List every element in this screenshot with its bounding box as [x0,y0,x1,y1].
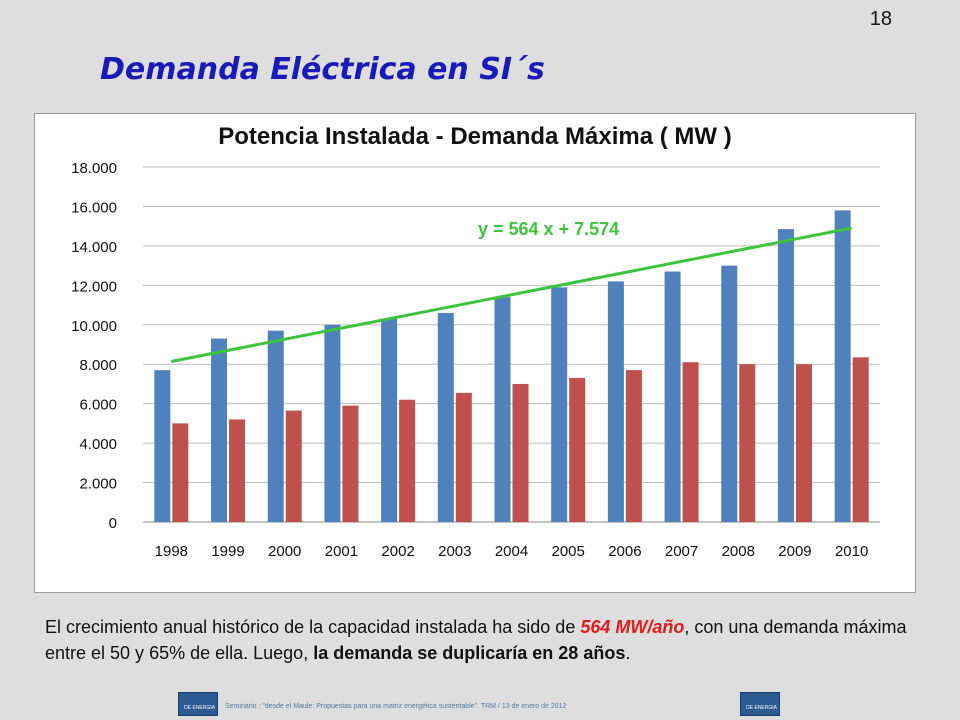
trendline-label: y = 564 x + 7.574 [478,219,619,239]
bar-series-1 [777,229,794,522]
x-tick-label: 2005 [552,543,585,560]
x-tick-label: 2008 [722,543,755,560]
footer-logo-left: DE ENERGIA [178,692,218,716]
y-tick-label: 18.000 [71,160,117,177]
x-tick-label: 2007 [665,543,698,560]
body-text-part2: , con una demanda máxima entre el 50 y 6… [45,617,907,664]
bar-series-1 [834,210,851,522]
footer-logo-left-text: DE ENERGIA [184,705,215,711]
y-tick-label: 6.000 [79,397,117,414]
bar-series-2 [285,410,302,522]
chart-title: Potencia Instalada - Demanda Máxima ( MW… [218,123,731,150]
y-tick-label: 0 [109,515,117,532]
chart: Potencia Instalada - Demanda Máxima ( MW… [71,123,880,560]
y-tick-labels: 0 2.000 4.000 6.000 8.000 10.000 12.000 14.000 1… [71,160,117,532]
bar-series-1 [437,312,454,522]
x-tick-labels: 1998 1999 2000 2001 2002 2003 2004 2005 2006 2007… [155,543,869,560]
footer-logo-right-text: DE ENERGIA [746,705,777,711]
bar-series-2 [625,370,642,522]
bar-series-2 [399,399,416,522]
x-tick-label: 2000 [268,543,301,560]
body-text-part3: . [625,643,631,664]
bars [154,210,869,522]
bar-series-2 [682,362,699,522]
slide-title: Demanda Eléctrica en SI´s [100,52,545,87]
bar-series-2 [569,378,586,522]
footer-logo-right: DE ENERGIA [740,692,780,716]
body-text: El crecimiento anual histórico de la cap… [45,614,925,666]
bar-series-1 [154,370,171,522]
bar-series-1 [381,318,398,522]
x-tick-label: 2009 [778,543,811,560]
bar-series-1 [607,281,624,522]
y-tick-label: 14.000 [71,239,117,256]
bar-series-1 [494,297,511,522]
y-tick-label: 16.000 [71,199,117,216]
x-tick-label: 2002 [381,543,414,560]
x-tick-label: 1998 [155,543,188,560]
bar-series-1 [267,330,284,522]
x-tick-label: 2006 [608,543,641,560]
body-text-bold: la demanda se duplicaría en 28 años [313,643,626,664]
bar-series-1 [664,271,681,522]
y-tick-label: 2.000 [79,476,117,493]
x-tick-label: 2004 [495,543,528,560]
footer-text: Seminario : "desde el Maule: Propuestas … [225,703,567,710]
x-tick-label: 2001 [325,543,358,560]
bar-series-2 [739,364,756,522]
bar-series-2 [229,419,246,522]
y-tick-label: 8.000 [79,357,117,374]
bar-series-2 [852,357,869,522]
bar-series-2 [512,383,529,522]
x-tick-label: 2003 [438,543,471,560]
y-tick-label: 10.000 [71,318,117,335]
x-tick-label: 1999 [211,543,244,560]
slide-number: 18 [869,8,892,30]
trendline [171,226,852,363]
body-text-part1: El crecimiento anual histórico de la cap… [45,617,581,637]
bar-series-1 [551,287,568,522]
bar-series-1 [721,265,738,522]
bar-series-2 [342,405,359,522]
y-tick-label: 4.000 [79,436,117,453]
chart-frame: Potencia Instalada - Demanda Máxima ( MW… [34,113,916,593]
bar-series-1 [324,324,341,522]
y-tick-label: 12.000 [71,278,117,295]
bar-series-1 [211,338,228,522]
x-tick-label: 2010 [835,543,868,560]
bar-series-2 [455,392,472,522]
gridlines [143,166,880,523]
bar-series-2 [795,364,812,522]
bar-series-2 [172,423,189,522]
body-text-highlight: 564 MW/año [580,617,685,637]
